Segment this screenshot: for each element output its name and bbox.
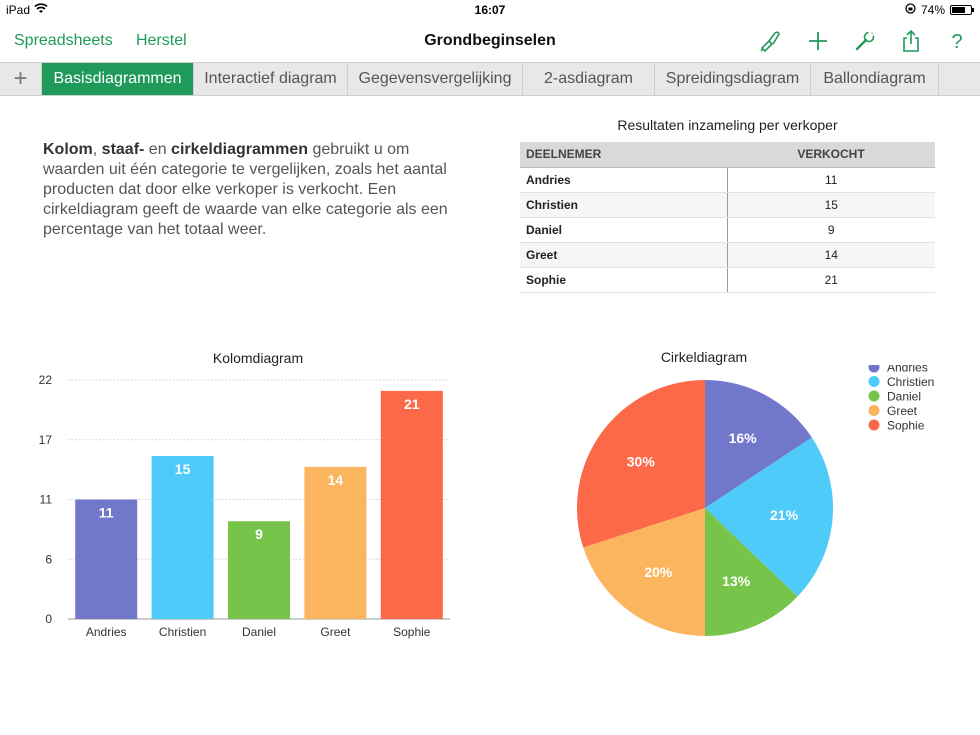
bar-data-label: 15 bbox=[175, 461, 191, 477]
pie-chart[interactable]: 16% 21% 13% 20% 30% AndriesChristienDanielGre… bbox=[560, 365, 970, 650]
cell-name[interactable]: Daniel bbox=[520, 217, 728, 244]
pie-percent-label: 30% bbox=[627, 453, 656, 469]
cell-value[interactable]: 11 bbox=[727, 167, 935, 193]
cell-name[interactable]: Christien bbox=[520, 192, 728, 218]
bar-data-label: 21 bbox=[404, 396, 420, 412]
table-row: Sophie 21 bbox=[520, 267, 935, 294]
spreadsheets-button[interactable]: Spreadsheets bbox=[14, 32, 113, 49]
y-tick-label: 0 bbox=[45, 612, 52, 626]
legend-swatch bbox=[868, 405, 880, 416]
help-icon[interactable]: ? bbox=[944, 28, 970, 54]
clock: 16:07 bbox=[474, 3, 506, 17]
table-row: Greet 14 bbox=[520, 242, 935, 269]
pie-percent-label: 13% bbox=[722, 573, 751, 589]
nav-bar: Spreadsheets Herstel Grondbeginselen ? bbox=[0, 20, 980, 62]
bar-chart[interactable]: 0 6 11 17 22 11 Andries 15 Christien 9 Daniel 14 Gre… bbox=[0, 365, 470, 650]
table-row: Christien 15 bbox=[520, 192, 935, 218]
y-tick-label: 6 bbox=[45, 552, 52, 566]
cell-value[interactable]: 15 bbox=[727, 192, 935, 218]
table-row: Andries 11 bbox=[520, 167, 935, 193]
cell-name[interactable]: Andries bbox=[520, 167, 728, 193]
status-bar: iPad 16:07 74% bbox=[0, 0, 980, 20]
cell-name[interactable]: Sophie bbox=[520, 267, 728, 294]
legend-label: Andries bbox=[887, 365, 928, 375]
battery-icon bbox=[950, 5, 974, 15]
pie-slice-daniel[interactable] bbox=[705, 508, 798, 636]
bar-data-label: 9 bbox=[255, 526, 263, 542]
sheet-tabs: + Basisdiagrammen Interactief diagram Ge… bbox=[0, 62, 980, 96]
table-row: Daniel 9 bbox=[520, 217, 935, 244]
bar-greet[interactable] bbox=[304, 466, 367, 619]
device-name: iPad bbox=[6, 3, 31, 17]
cell-value[interactable]: 9 bbox=[727, 217, 935, 244]
pie-percent-label: 21% bbox=[770, 507, 799, 523]
legend-label: Greet bbox=[887, 404, 918, 418]
y-tick-label: 11 bbox=[40, 493, 53, 507]
tab-2-asdiagram[interactable]: 2-asdiagram bbox=[523, 63, 655, 95]
x-tick-label: Sophie bbox=[393, 625, 431, 639]
plus-icon[interactable] bbox=[805, 28, 831, 54]
bar-andries[interactable] bbox=[75, 499, 138, 620]
bar-data-label: 14 bbox=[328, 472, 344, 488]
pie-slice-christien[interactable] bbox=[705, 437, 833, 597]
tab-gegevensvergelijking[interactable]: Gegevensvergelijking bbox=[348, 63, 523, 95]
battery-fill bbox=[952, 7, 966, 13]
rotation-lock-icon bbox=[905, 3, 916, 17]
wrench-icon[interactable] bbox=[852, 28, 878, 54]
pie-chart-title: Cirkeldiagram bbox=[660, 349, 748, 365]
desc-text-2: en bbox=[144, 141, 172, 158]
tab-interactief-diagram[interactable]: Interactief diagram bbox=[194, 63, 348, 95]
share-icon[interactable] bbox=[898, 28, 924, 54]
sales-table[interactable]: DEELNEMER VERKOCHT Andries 11 Christien 15… bbox=[520, 142, 935, 294]
svg-text:?: ? bbox=[951, 31, 962, 53]
legend-label: Daniel bbox=[887, 390, 921, 404]
bar-christien[interactable] bbox=[151, 456, 214, 619]
y-tick-label: 22 bbox=[39, 373, 53, 387]
undo-button[interactable]: Herstel bbox=[136, 32, 187, 49]
desc-bold-cirkel: cirkeldiagrammen bbox=[171, 141, 308, 158]
format-brush-icon[interactable] bbox=[757, 28, 783, 54]
legend-swatch bbox=[868, 419, 880, 431]
legend-swatch bbox=[868, 390, 880, 402]
pie-percent-label: 20% bbox=[644, 564, 673, 580]
pie-slice-greet[interactable] bbox=[583, 508, 705, 636]
desc-text-1: , bbox=[92, 141, 102, 158]
cell-value[interactable]: 14 bbox=[727, 242, 935, 269]
cell-value[interactable]: 21 bbox=[727, 267, 935, 294]
pie-slice-sophie[interactable] bbox=[577, 380, 705, 548]
bar-daniel[interactable] bbox=[228, 521, 290, 619]
x-tick-label: Greet bbox=[320, 625, 351, 639]
add-sheet-button[interactable]: + bbox=[0, 63, 42, 95]
desc-text-3: gebruikt u om waarden uit één categorie … bbox=[43, 141, 448, 238]
pie-percent-label: 16% bbox=[729, 430, 758, 446]
header-deelnemer[interactable]: DEELNEMER bbox=[520, 142, 727, 168]
x-tick-label: Daniel bbox=[242, 625, 276, 639]
tab-basisdiagrammen[interactable]: Basisdiagrammen bbox=[42, 63, 194, 95]
tab-ballondiagram[interactable]: Ballondiagram bbox=[811, 63, 939, 95]
header-verkocht[interactable]: VERKOCHT bbox=[727, 142, 935, 168]
table-title: Resultaten inzameling per verkoper bbox=[617, 117, 838, 133]
tab-spreidingsdiagram[interactable]: Spreidingsdiagram bbox=[655, 63, 811, 95]
cell-name[interactable]: Greet bbox=[520, 242, 728, 269]
desc-bold-staaf: staaf- bbox=[101, 141, 145, 158]
legend-label: Christien bbox=[887, 375, 934, 389]
y-tick-label: 17 bbox=[39, 433, 53, 447]
battery-percent: 74% bbox=[920, 3, 945, 17]
pie-slice-andries[interactable] bbox=[705, 380, 812, 508]
table-header-row: DEELNEMER VERKOCHT bbox=[520, 142, 935, 168]
legend-swatch bbox=[868, 376, 880, 387]
bar-sophie[interactable] bbox=[380, 390, 443, 619]
x-tick-label: Andries bbox=[86, 625, 127, 639]
legend-label: Sophie bbox=[887, 419, 925, 433]
bar-data-label: 11 bbox=[99, 505, 114, 521]
legend-swatch bbox=[868, 365, 880, 373]
desc-bold-kolom: Kolom bbox=[43, 141, 93, 158]
x-tick-label: Christien bbox=[159, 625, 206, 639]
description-text: Kolom, staaf- en cirkeldiagrammen gebrui… bbox=[43, 140, 473, 240]
wifi-icon bbox=[34, 3, 48, 17]
bar-chart-title: Kolomdiagram bbox=[212, 350, 304, 366]
